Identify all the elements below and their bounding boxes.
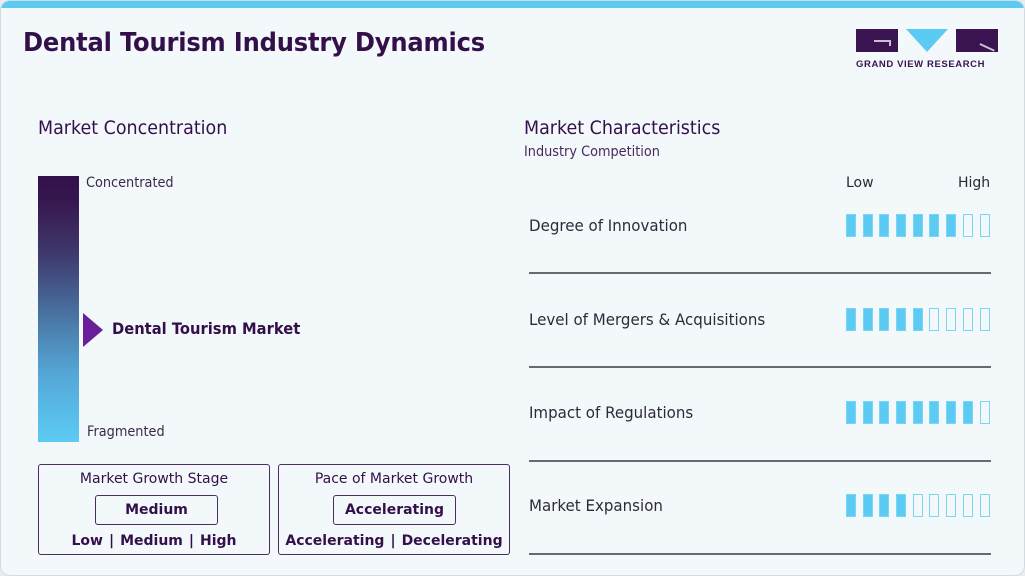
- rating-segment-empty: [929, 308, 940, 331]
- rating-meter: [846, 214, 990, 237]
- rating-segment-filled: [929, 214, 940, 237]
- rating-segment-empty: [979, 214, 990, 237]
- market-position-label: Dental Tourism Market: [112, 319, 301, 338]
- growth-pace-title: Pace of Market Growth: [314, 471, 474, 487]
- separator: |: [390, 533, 396, 549]
- concentrated-label: Concentrated: [86, 175, 174, 191]
- rating-segment-empty: [962, 308, 973, 331]
- scale-high-label: High: [958, 175, 991, 191]
- rating-segment-filled: [846, 308, 856, 331]
- characteristics-subtitle: Industry Competition: [524, 144, 660, 160]
- growth-stage-title: Market Growth Stage: [79, 471, 229, 487]
- rating-segment-filled: [946, 214, 957, 237]
- growth-stage-option-low: Low: [71, 533, 103, 549]
- rating-segment-filled: [862, 401, 873, 424]
- rating-segment-filled: [879, 308, 890, 331]
- fragmented-label: Fragmented: [87, 424, 165, 440]
- rating-segment-empty: [912, 494, 923, 517]
- rating-segment-empty: [962, 214, 973, 237]
- growth-stage-box: Market Growth Stage Medium Low | Medium | Hi…: [38, 464, 270, 555]
- rating-segment-filled: [896, 214, 907, 237]
- rating-segment-filled: [912, 214, 923, 237]
- rating-segment-empty: [929, 494, 940, 517]
- page-title: Dental Tourism Industry Dynamics: [23, 28, 486, 58]
- row-divider: [529, 460, 991, 462]
- characteristic-label: Degree of Innovation: [529, 216, 688, 235]
- growth-stage-option-medium: Medium: [120, 533, 183, 549]
- logo-g-stroke: [874, 40, 890, 42]
- logo-g-stroke-vertical: [889, 40, 891, 46]
- growth-stage-options: Low | Medium | High: [39, 533, 269, 549]
- brand-logo: GRAND VIEW RESEARCH: [856, 29, 998, 71]
- growth-stage-value: Medium: [95, 495, 218, 525]
- rating-segment-filled: [946, 401, 957, 424]
- growth-pace-value: Accelerating: [333, 495, 456, 525]
- brand-name: GRAND VIEW RESEARCH: [856, 59, 986, 70]
- row-divider: [529, 272, 991, 274]
- rating-segment-filled: [912, 308, 923, 331]
- rating-segment-filled: [846, 401, 856, 424]
- rating-segment-empty: [979, 308, 990, 331]
- rating-segment-empty: [946, 308, 957, 331]
- row-divider: [529, 553, 991, 555]
- separator: |: [188, 533, 195, 549]
- rating-segment-filled: [912, 401, 923, 424]
- rating-segment-empty: [962, 494, 973, 517]
- characteristic-label: Market Expansion: [529, 496, 663, 515]
- concentration-title: Market Concentration: [38, 117, 228, 139]
- rating-segment-filled: [879, 401, 890, 424]
- characteristic-label: Level of Mergers & Acquisitions: [529, 310, 766, 329]
- growth-pace-option-accelerating: Accelerating: [285, 533, 385, 549]
- growth-pace-box: Pace of Market Growth Accelerating Accel…: [278, 464, 510, 555]
- scale-low-label: Low: [846, 175, 874, 191]
- rating-segment-filled: [846, 214, 856, 237]
- logo-v-triangle: [906, 29, 948, 52]
- market-pointer-icon: [83, 313, 103, 347]
- rating-segment-filled: [846, 494, 856, 517]
- row-divider: [529, 366, 991, 368]
- separator: |: [108, 533, 115, 549]
- rating-segment-filled: [929, 401, 940, 424]
- characteristic-row: Level of Mergers & Acquisitions: [529, 308, 991, 370]
- rating-meter: [846, 401, 990, 424]
- rating-segment-filled: [896, 401, 907, 424]
- growth-pace-options: Accelerating | Decelerating: [279, 533, 509, 549]
- rating-segment-empty: [979, 401, 990, 424]
- rating-segment-filled: [879, 214, 890, 237]
- rating-segment-filled: [862, 308, 873, 331]
- rating-segment-empty: [979, 494, 990, 517]
- characteristic-label: Impact of Regulations: [529, 403, 694, 422]
- rating-segment-filled: [962, 401, 973, 424]
- rating-segment-filled: [879, 494, 890, 517]
- rating-segment-filled: [862, 214, 873, 237]
- characteristic-row: Market Expansion: [529, 494, 991, 556]
- rating-segment-filled: [862, 494, 873, 517]
- growth-stage-option-high: High: [200, 533, 237, 549]
- rating-meter: [846, 308, 990, 331]
- concentration-gradient-bar: [38, 176, 79, 442]
- rating-segment-filled: [896, 308, 907, 331]
- rating-segment-filled: [896, 494, 907, 517]
- characteristic-row: Impact of Regulations: [529, 401, 991, 463]
- characteristic-row: Degree of Innovation: [529, 214, 991, 276]
- accent-top-bar: [1, 1, 1024, 8]
- characteristics-title: Market Characteristics: [524, 117, 721, 139]
- growth-pace-option-decelerating: Decelerating: [401, 533, 503, 549]
- rating-segment-empty: [946, 494, 957, 517]
- rating-meter: [846, 494, 990, 517]
